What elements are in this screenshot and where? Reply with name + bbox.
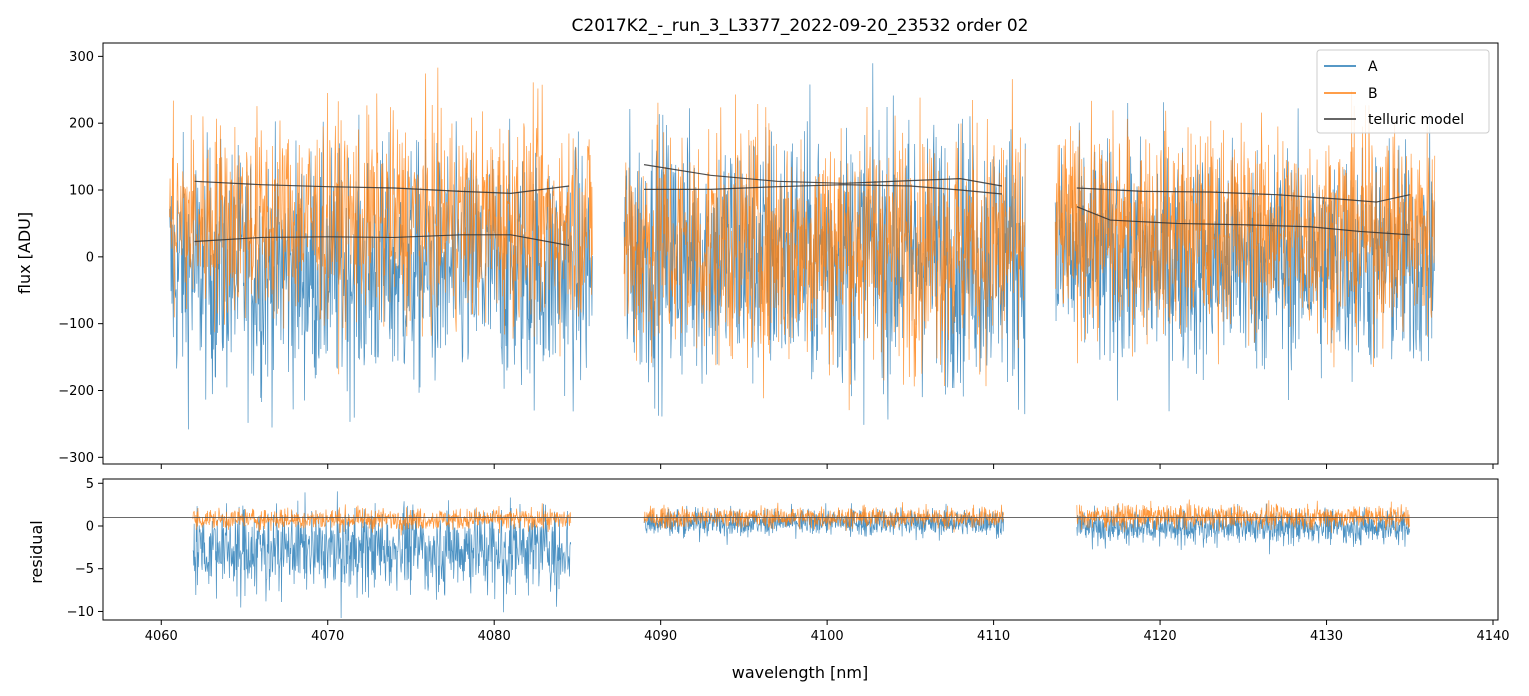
flux-series-b-segment-3 xyxy=(1054,90,1436,368)
legend-box xyxy=(1316,49,1490,134)
telluric-model-curve-2 xyxy=(194,234,570,247)
residual-ytick-label: −5 xyxy=(75,562,94,577)
residual-ytick-label: 0 xyxy=(86,520,94,535)
residual-series-b-segment-1 xyxy=(192,503,572,536)
flux-series-b-segment-1 xyxy=(169,67,593,375)
residual-xtick-label: 4130 xyxy=(1310,629,1343,644)
residual-xtick-label: 4120 xyxy=(1144,629,1177,644)
flux-ytick-label: −100 xyxy=(58,317,94,332)
residual-xtick-label: 4140 xyxy=(1476,629,1509,644)
residual-xtick-label: 4070 xyxy=(311,629,344,644)
residual-series-a-segment-1 xyxy=(192,491,572,618)
flux-series-b-segment-2 xyxy=(623,79,1026,411)
residual-panel-frame xyxy=(102,478,1499,621)
telluric-model-curve-5 xyxy=(1076,187,1410,203)
residual-xtick-label: 4080 xyxy=(478,629,511,644)
residual-xtick-label: 4110 xyxy=(977,629,1010,644)
residual-series-b-segment-2 xyxy=(643,502,1004,533)
residual-ytick-label: −10 xyxy=(67,605,94,620)
flux-ytick-label: −200 xyxy=(58,384,94,399)
residual-panel: −10 −5 0 5 4060 4070 4080 4090 4100 4110 4120 4130… xyxy=(27,477,1510,682)
flux-y-axis-label: flux [ADU] xyxy=(15,212,34,294)
legend-label-b: B xyxy=(1368,86,1378,102)
x-axis-label: wavelength [nm] xyxy=(732,663,869,682)
legend-label-telluric: telluric model xyxy=(1368,112,1464,128)
flux-panel: −300 −200 −100 0 100 200 300 flux [ADU] A B te… xyxy=(15,42,1499,469)
telluric-model-curve-3 xyxy=(643,164,1003,187)
flux-ytick-label: 300 xyxy=(69,50,94,65)
residual-series-a-segment-3 xyxy=(1076,503,1411,555)
legend-label-a: A xyxy=(1368,59,1378,75)
telluric-model-curve-1 xyxy=(194,180,570,194)
flux-ytick-label: 200 xyxy=(69,117,94,132)
figure-title: C2017K2_-_run_3_L3377_2022-09-20_23532 o… xyxy=(572,16,1029,36)
flux-ytick-label: −300 xyxy=(58,451,94,466)
legend: A B telluric model xyxy=(1316,49,1490,134)
residual-xtick-label: 4100 xyxy=(811,629,844,644)
flux-ytick-label: 100 xyxy=(69,184,94,199)
flux-ytick-label: 0 xyxy=(86,250,94,265)
residual-y-axis-label: residual xyxy=(27,520,46,583)
flux-panel-frame xyxy=(102,42,1499,465)
telluric-model-curve-4 xyxy=(644,184,1002,195)
residual-xtick-label: 4060 xyxy=(145,629,178,644)
telluric-model-curve-6 xyxy=(1076,206,1410,236)
residual-series-b-segment-3 xyxy=(1076,499,1411,533)
residual-ytick-label: 5 xyxy=(86,477,94,492)
residual-xtick-label: 4090 xyxy=(644,629,677,644)
